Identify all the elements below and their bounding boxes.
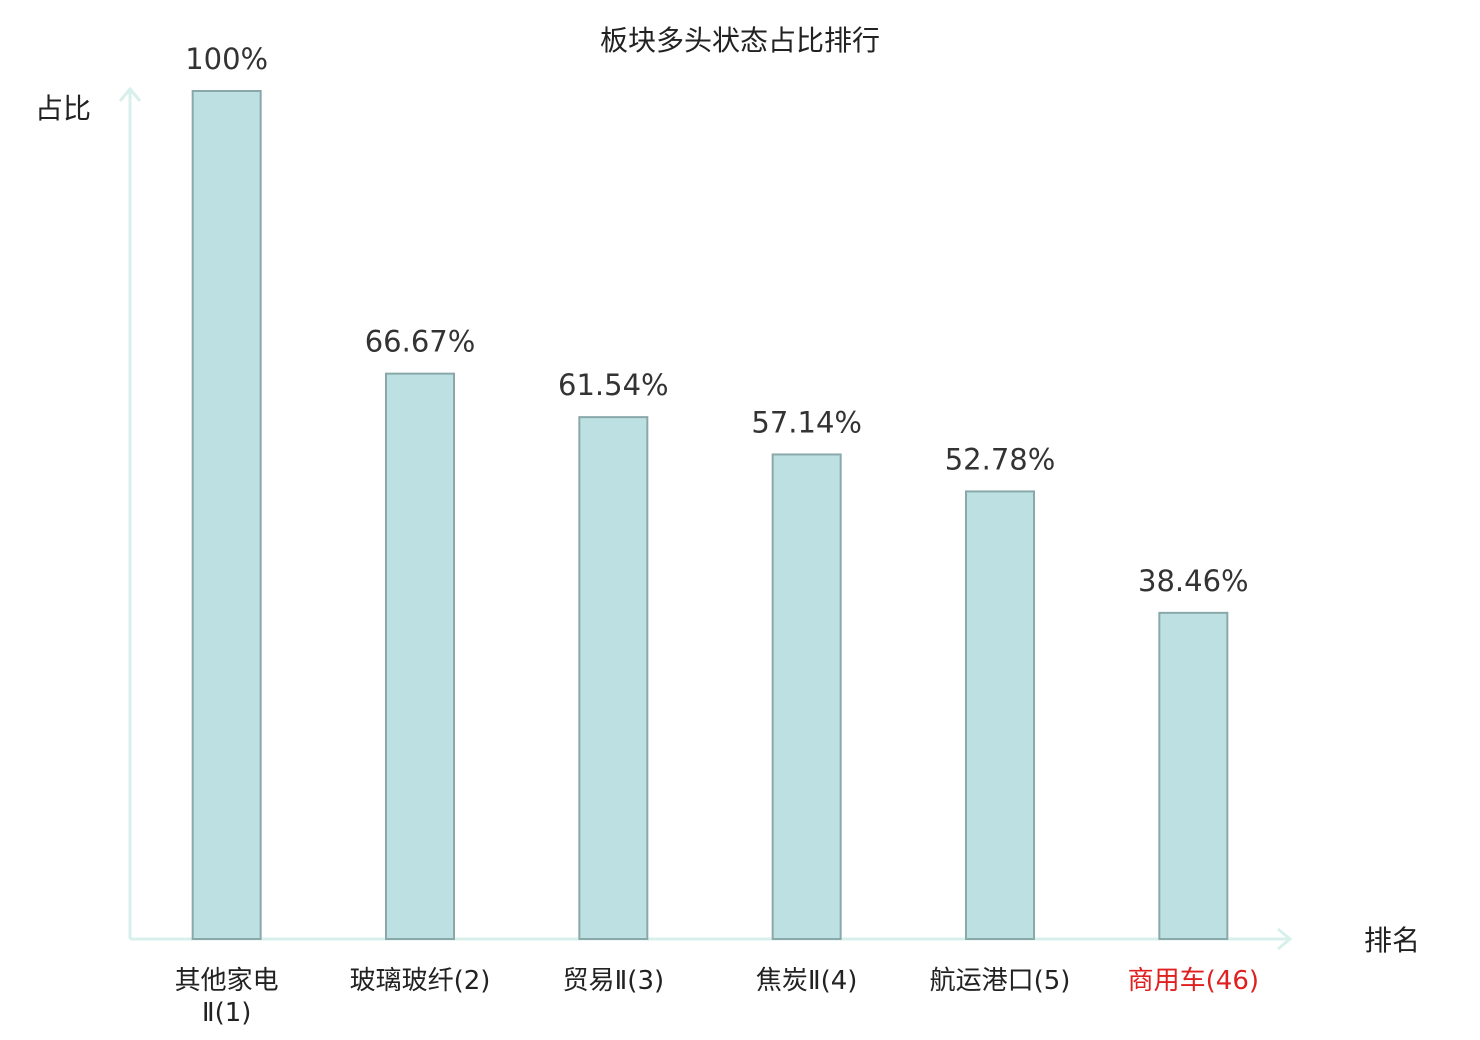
x-tick-label: 贸易Ⅱ(3) bbox=[562, 966, 665, 996]
x-tick-label: 玻璃玻纤(2) bbox=[349, 966, 491, 996]
value-label: 100% bbox=[185, 42, 268, 76]
x-tick-label: 其他家电Ⅱ(1) bbox=[174, 966, 279, 1028]
value-label: 38.46% bbox=[1138, 564, 1249, 598]
bar bbox=[1158, 611, 1229, 940]
bar bbox=[965, 490, 1035, 940]
y-axis-label: 占比 bbox=[35, 92, 91, 125]
bar bbox=[191, 90, 262, 940]
x-axis-label: 排名 bbox=[1364, 924, 1420, 957]
chart-title: 板块多头状态占比排行 bbox=[600, 24, 880, 57]
x-tick-label: 商用车(46) bbox=[1127, 966, 1260, 996]
x-tick-label: 航运港口(5) bbox=[929, 966, 1071, 996]
x-axis-arrow bbox=[1277, 927, 1293, 951]
bar bbox=[771, 453, 842, 940]
value-label: 52.78% bbox=[945, 442, 1056, 476]
bar bbox=[578, 416, 649, 940]
y-axis-arrow bbox=[118, 86, 142, 102]
value-label: 57.14% bbox=[751, 405, 862, 439]
value-label: 61.54% bbox=[558, 368, 669, 402]
bar bbox=[385, 372, 455, 940]
x-tick-label: 焦炭Ⅱ(4) bbox=[755, 966, 858, 996]
value-label: 66.67% bbox=[365, 325, 476, 359]
